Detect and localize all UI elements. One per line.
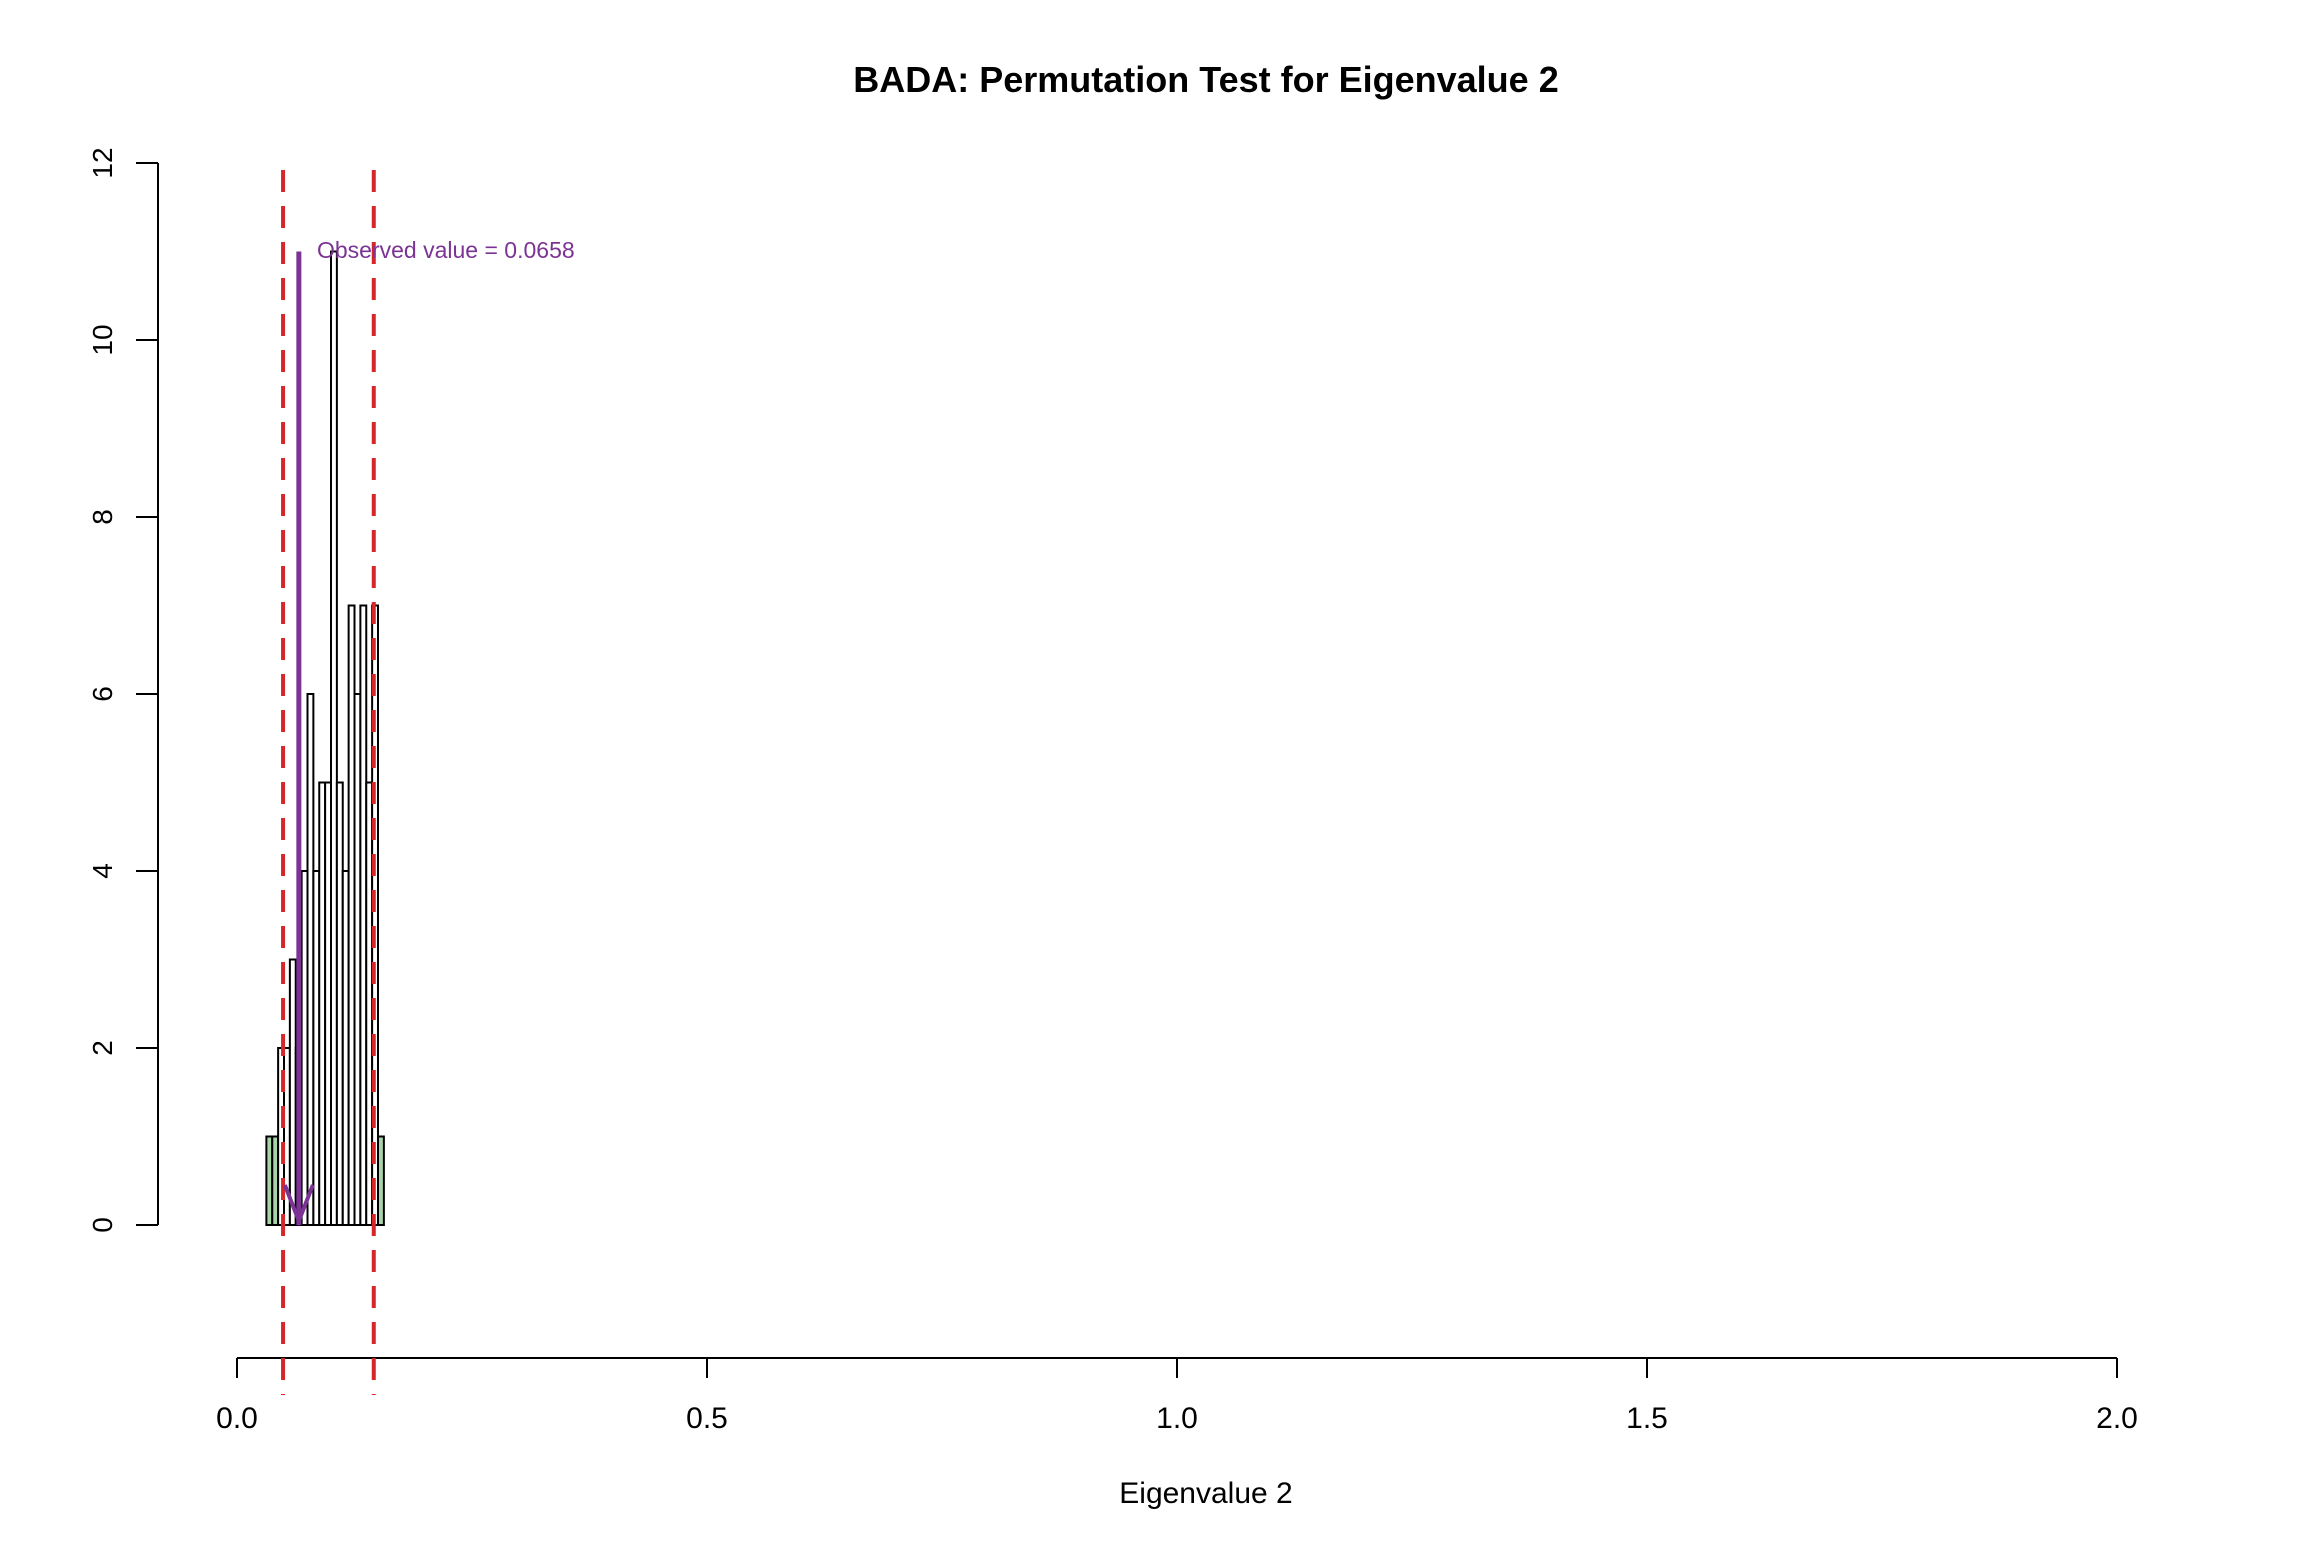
y-tick-label: 0 xyxy=(87,1217,118,1233)
y-axis: 0 2 4 6 8 10 12 xyxy=(87,147,159,1233)
x-tick-label: 2.0 xyxy=(2096,1402,2138,1435)
y-tick-label: 4 xyxy=(87,863,118,879)
y-tick-label: 2 xyxy=(87,1040,118,1056)
observed-value-arrowhead xyxy=(282,1184,315,1227)
chart-title: BADA: Permutation Test for Eigenvalue 2 xyxy=(853,59,1558,100)
reference-lines xyxy=(281,170,376,1395)
y-tick-label: 8 xyxy=(87,509,118,525)
x-tick-label: 1.0 xyxy=(1156,1402,1198,1435)
x-tick-label: 1.5 xyxy=(1626,1402,1668,1435)
observed-value-label: Observed value = 0.0658 xyxy=(317,237,575,263)
x-tick-label: 0.0 xyxy=(216,1402,258,1435)
x-axis: 0.0 0.5 1.0 1.5 2.0 xyxy=(216,1357,2138,1435)
y-tick-label: 10 xyxy=(87,324,118,355)
x-axis-label: Eigenvalue 2 xyxy=(1119,1477,1292,1510)
y-tick-label: 12 xyxy=(87,147,118,178)
y-tick-label: 6 xyxy=(87,686,118,702)
histogram-bars xyxy=(265,250,385,1226)
histogram-bar xyxy=(377,1135,385,1226)
histogram-bar xyxy=(371,604,379,1226)
x-tick-label: 0.5 xyxy=(686,1402,728,1435)
histogram-bar xyxy=(330,250,338,1226)
